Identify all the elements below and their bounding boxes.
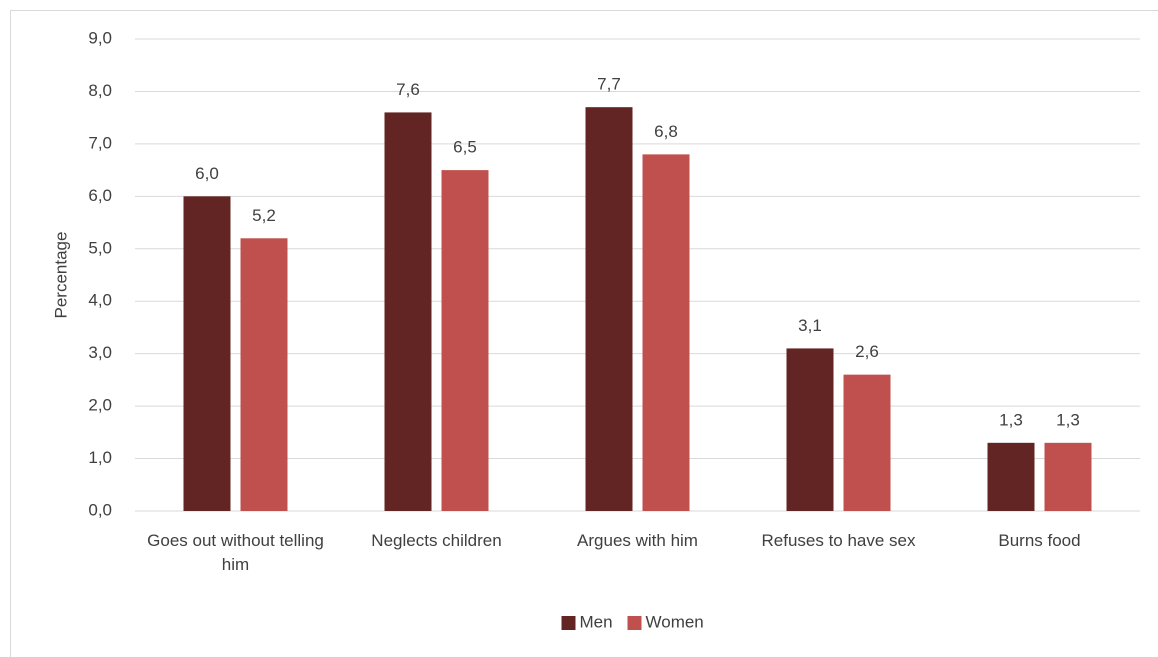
bar (384, 112, 432, 511)
data-label: 6,8 (654, 122, 678, 141)
bar (585, 107, 633, 511)
y-tick-label: 8,0 (88, 81, 112, 100)
bar (642, 154, 690, 511)
chart-border (10, 10, 1158, 657)
x-tick-label: Neglects children (371, 531, 502, 550)
bar (240, 238, 288, 512)
y-tick-label: 9,0 (88, 28, 112, 47)
legend-swatch (627, 616, 642, 630)
bar (843, 374, 891, 511)
y-tick-label: 1,0 (88, 448, 112, 467)
data-label: 5,2 (252, 206, 276, 225)
y-tick-label: 4,0 (88, 291, 112, 310)
y-tick-label: 0,0 (88, 500, 112, 519)
legend-label: Women (646, 612, 704, 631)
data-label: 1,3 (999, 410, 1023, 429)
data-label: 6,5 (453, 138, 477, 157)
bar (987, 442, 1035, 511)
x-tick-label: Argues with him (577, 531, 698, 550)
legend-label: Men (580, 612, 613, 631)
data-label: 7,6 (396, 80, 420, 99)
data-label: 6,0 (195, 164, 219, 183)
y-tick-label: 2,0 (88, 396, 112, 415)
y-tick-label: 3,0 (88, 343, 112, 362)
bar (1044, 442, 1092, 511)
y-tick-label: 7,0 (88, 133, 112, 152)
y-tick-label: 6,0 (88, 186, 112, 205)
bar (183, 196, 231, 512)
y-axis-title: Percentage (51, 232, 70, 319)
y-tick-label: 5,0 (88, 238, 112, 257)
bar (786, 348, 834, 511)
x-tick-label: Goes out without telling him (147, 531, 324, 574)
bar (441, 170, 489, 511)
legend-swatch (561, 616, 576, 630)
data-label: 2,6 (855, 342, 879, 361)
x-tick-label: Refuses to have sex (761, 531, 916, 550)
data-label: 1,3 (1056, 410, 1080, 429)
x-tick-label: Burns food (998, 531, 1081, 550)
data-label: 3,1 (798, 316, 822, 335)
data-label: 7,7 (597, 75, 621, 94)
